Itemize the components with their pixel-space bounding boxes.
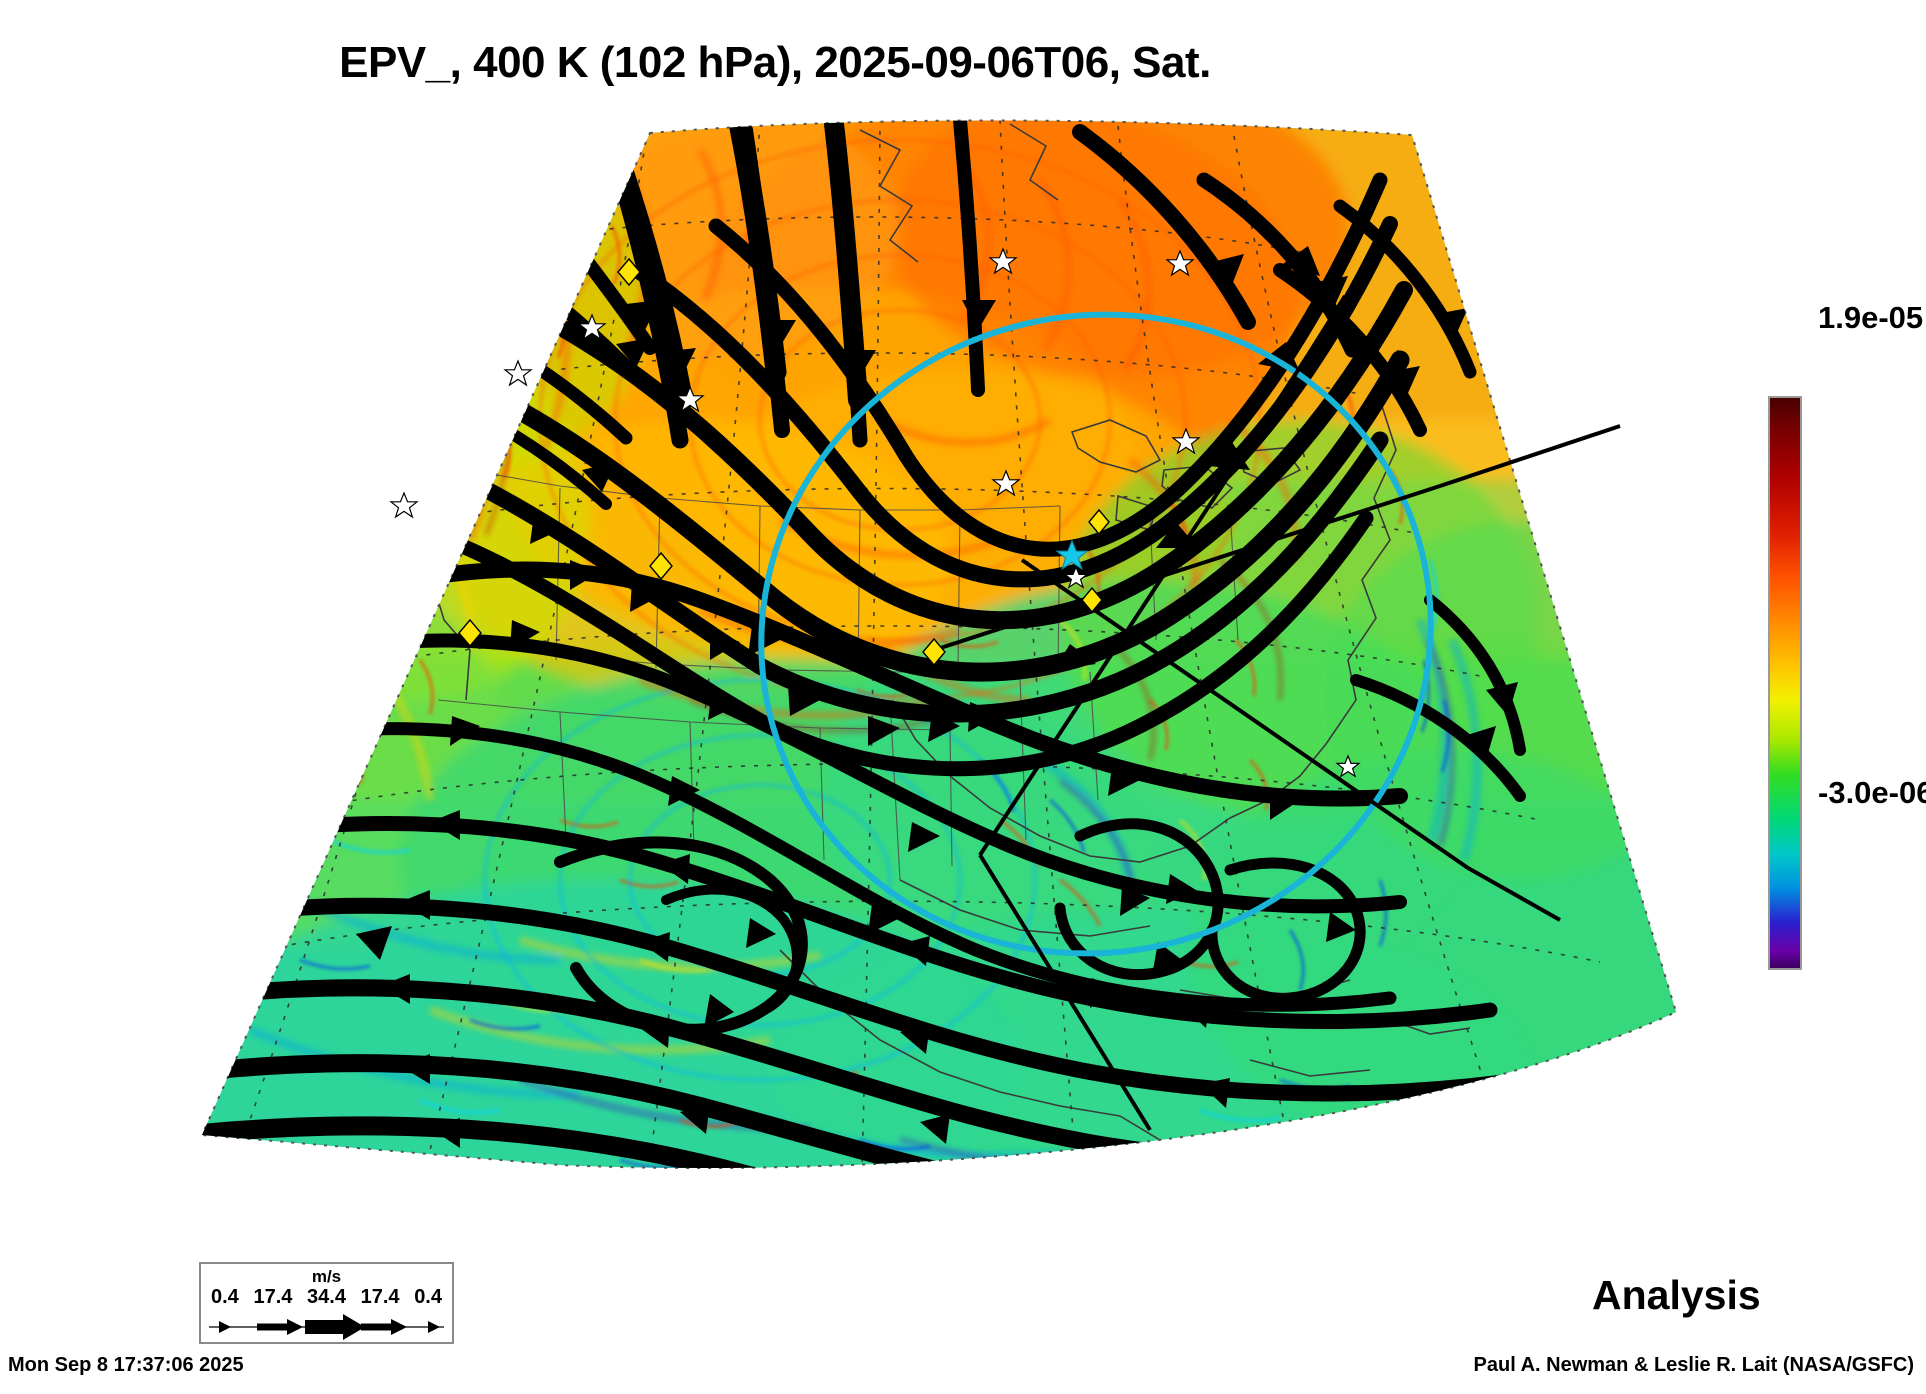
wind-legend-ticks: 0.4 17.4 34.4 17.4 0.4: [201, 1286, 452, 1309]
base-location-marker: [1055, 539, 1089, 571]
waypoint-markers: [458, 257, 1110, 667]
wind-tick-0: 0.4: [211, 1286, 239, 1308]
render-timestamp: Mon Sep 8 17:37:06 2025: [8, 1354, 244, 1376]
analysis-label: Analysis: [1592, 1272, 1761, 1318]
wind-legend-arrows: [209, 1314, 444, 1340]
wind-speed-legend: m/s 0.4 17.4 34.4 17.4 0.4: [199, 1262, 454, 1344]
wind-tick-4: 0.4: [414, 1286, 442, 1308]
colorbar-max-label: 1.9e-05: [1818, 300, 1924, 335]
page-title: EPV_, 400 K (102 hPa), 2025-09-06T06, Sa…: [339, 38, 1211, 87]
flight-tracks: [927, 294, 1621, 1132]
flight-range-ring: [758, 311, 1434, 957]
author-credit: Paul A. Newman & Leslie R. Lait (NASA/GS…: [1473, 1354, 1914, 1376]
wind-legend-units: m/s: [311, 1267, 342, 1286]
wind-tick-1: 17.4: [253, 1286, 293, 1308]
wind-tick-2: 34.4: [307, 1286, 346, 1308]
station-markers: [389, 247, 1361, 778]
colorbar: [1768, 396, 1802, 970]
wind-tick-3: 17.4: [360, 1286, 400, 1308]
colorbar-gradient: [1770, 398, 1800, 968]
streamline-arrowheads: [300, 246, 1518, 1148]
colorbar-min-label: -3.0e-06: [1818, 775, 1926, 810]
